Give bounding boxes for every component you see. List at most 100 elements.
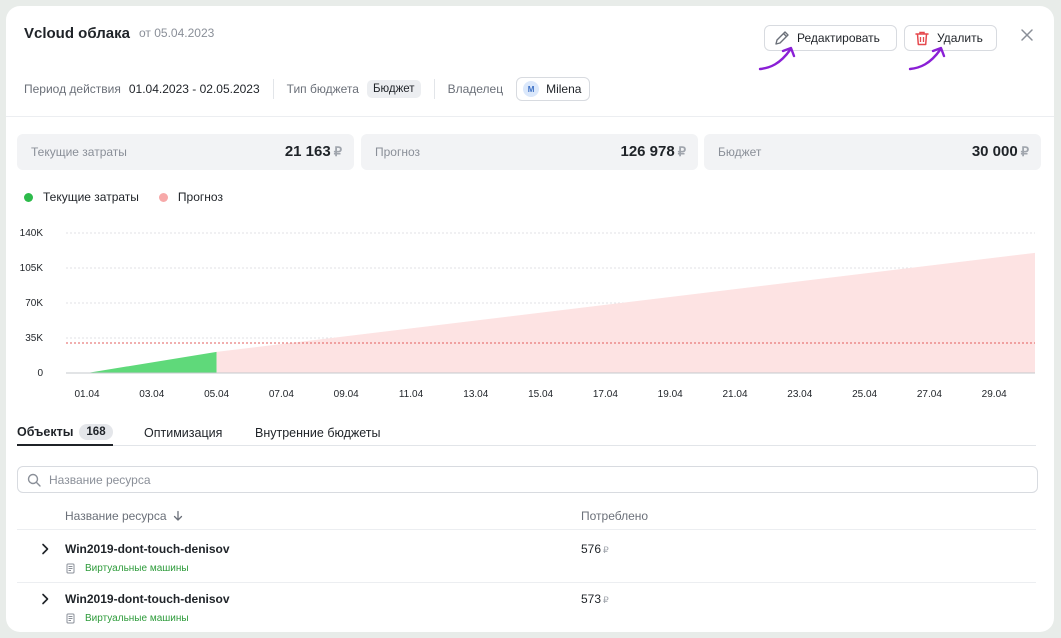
pencil-icon — [775, 31, 789, 45]
consumed-value: 573 ₽ — [581, 592, 609, 606]
resource-type-label: Виртуальные машины — [85, 613, 189, 624]
x-tick-label: 01.04 — [74, 389, 99, 400]
y-tick-label: 35K — [25, 333, 43, 344]
tab-optimization[interactable]: Оптимизация — [144, 420, 222, 446]
chart-legend: Текущие затраты Прогноз — [24, 190, 243, 204]
search-input[interactable] — [49, 472, 949, 487]
budget-type-label: Тип бюджета — [286, 82, 359, 96]
x-tick-label: 11.04 — [399, 389, 424, 400]
stat-value: 126 978 — [620, 143, 675, 160]
stat-label: Прогноз — [375, 145, 421, 159]
stat-value: 21 163 — [284, 143, 331, 160]
table-row[interactable]: Win2019-dont-touch-denisov Виртуальные м… — [17, 583, 1036, 632]
currency-sign: ₽ — [333, 144, 342, 159]
owner-chip[interactable]: M Milena — [516, 77, 591, 101]
currency-sign: ₽ — [1020, 144, 1029, 159]
x-tick-label: 07.04 — [269, 389, 294, 400]
forecast-area — [216, 252, 1036, 373]
x-tick-label: 21.04 — [722, 389, 747, 400]
resource-type: Виртуальные машины — [65, 613, 189, 624]
virtual-machine-icon — [66, 563, 75, 574]
resource-type-label: Виртуальные машины — [85, 563, 189, 574]
search-icon — [27, 473, 41, 487]
meta-divider — [272, 79, 274, 99]
stat-label: Текущие затраты — [31, 145, 127, 159]
budget-detail-panel: Vcloud облака от 05.04.2023 Редактироват… — [6, 6, 1054, 632]
y-tick-label: 105K — [20, 263, 44, 274]
trash-icon — [915, 31, 929, 46]
tab-label: Объекты — [17, 425, 74, 439]
stat-label: Бюджет — [718, 145, 762, 159]
currency-sign: ₽ — [603, 545, 609, 555]
delete-pointer-arrow — [908, 46, 946, 71]
column-header-label: Название ресурса — [65, 509, 167, 523]
page-title: Vcloud облака — [24, 25, 130, 42]
table-row[interactable]: Win2019-dont-touch-denisov Виртуальные м… — [17, 533, 1036, 583]
stat-value: 30 000 — [971, 143, 1018, 160]
x-tick-label: 13.04 — [463, 389, 488, 400]
chevron-right-icon[interactable] — [39, 542, 51, 556]
legend-item-forecast[interactable]: Прогноз — [158, 190, 223, 204]
created-date: от 05.04.2023 — [139, 26, 215, 40]
delete-button[interactable]: Удалить — [904, 25, 997, 51]
stat-current-costs: Текущие затраты 21 163 ₽ — [17, 134, 354, 170]
x-tick-label: 03.04 — [139, 389, 164, 400]
edit-pointer-arrow — [758, 46, 796, 71]
tab-inner-budgets[interactable]: Внутренние бюджеты — [255, 420, 381, 446]
sort-arrow-down-icon — [173, 510, 182, 521]
current-costs-area — [87, 351, 217, 373]
column-header-consumed[interactable]: Потреблено — [581, 509, 648, 523]
virtual-machine-icon — [66, 613, 75, 624]
stat-budget: Бюджет 30 000 ₽ — [704, 134, 1041, 170]
meta-divider — [433, 79, 435, 99]
period-label: Период действия — [24, 82, 121, 96]
x-tick-label: 09.04 — [334, 389, 359, 400]
resource-name: Win2019-dont-touch-denisov — [65, 592, 230, 606]
legend-dot-forecast — [158, 192, 168, 202]
avatar: M — [523, 81, 540, 97]
x-tick-label: 19.04 — [658, 389, 683, 400]
y-tick-label: 0 — [37, 368, 43, 379]
tab-label: Внутренние бюджеты — [255, 426, 381, 440]
x-tick-label: 05.04 — [204, 389, 229, 400]
table-header: Название ресурса Потреблено — [17, 504, 1036, 530]
budget-chart: 140K 105K 70K 35K 0 01.04 03.04 05.04 07.04 09.04… — [20, 228, 1036, 400]
budget-meta: Период действия 01.04.2023 - 02.05.2023 … — [24, 76, 591, 102]
stat-forecast: Прогноз 126 978 ₽ — [361, 134, 698, 170]
tab-bar: Объекты 168 Оптимизация Внутренние бюдже… — [17, 418, 1036, 446]
chevron-right-icon[interactable] — [39, 592, 51, 606]
period-value: 01.04.2023 - 02.05.2023 — [128, 82, 260, 96]
owner-label: Владелец — [447, 82, 504, 96]
x-tick-label: 29.04 — [982, 389, 1007, 400]
search-box — [17, 466, 1038, 493]
owner-name: Milena — [546, 82, 582, 96]
x-tick-label: 15.04 — [528, 389, 553, 400]
edit-button[interactable]: Редактировать — [764, 25, 897, 51]
consumed-amount: 576 — [581, 542, 602, 556]
column-header-name[interactable]: Название ресурса — [65, 509, 185, 523]
count-badge: 168 — [79, 424, 113, 440]
currency-sign: ₽ — [603, 595, 609, 605]
x-tick-label: 23.04 — [787, 389, 812, 400]
consumed-value: 576 ₽ — [581, 542, 609, 556]
section-divider — [6, 116, 1054, 117]
y-tick-label: 70K — [25, 298, 43, 309]
column-header-label: Потреблено — [581, 509, 649, 523]
x-tick-label: 27.04 — [917, 389, 942, 400]
y-tick-label: 140K — [20, 228, 44, 239]
consumed-amount: 573 — [581, 592, 602, 606]
legend-dot-current — [24, 192, 33, 202]
legend-label-forecast: Прогноз — [177, 190, 223, 204]
legend-item-current[interactable]: Текущие затраты — [24, 190, 139, 204]
currency-sign: ₽ — [677, 144, 686, 159]
resource-name: Win2019-dont-touch-denisov — [65, 542, 230, 556]
edit-button-label: Редактировать — [797, 31, 880, 45]
delete-button-label: Удалить — [937, 31, 983, 45]
tab-label: Оптимизация — [144, 426, 223, 440]
x-tick-label: 25.04 — [852, 389, 877, 400]
tab-objects[interactable]: Объекты 168 — [17, 420, 113, 446]
close-icon[interactable] — [1020, 28, 1034, 42]
legend-label-current: Текущие затраты — [43, 190, 139, 204]
x-tick-label: 17.04 — [593, 389, 618, 400]
resource-type: Виртуальные машины — [65, 563, 189, 574]
